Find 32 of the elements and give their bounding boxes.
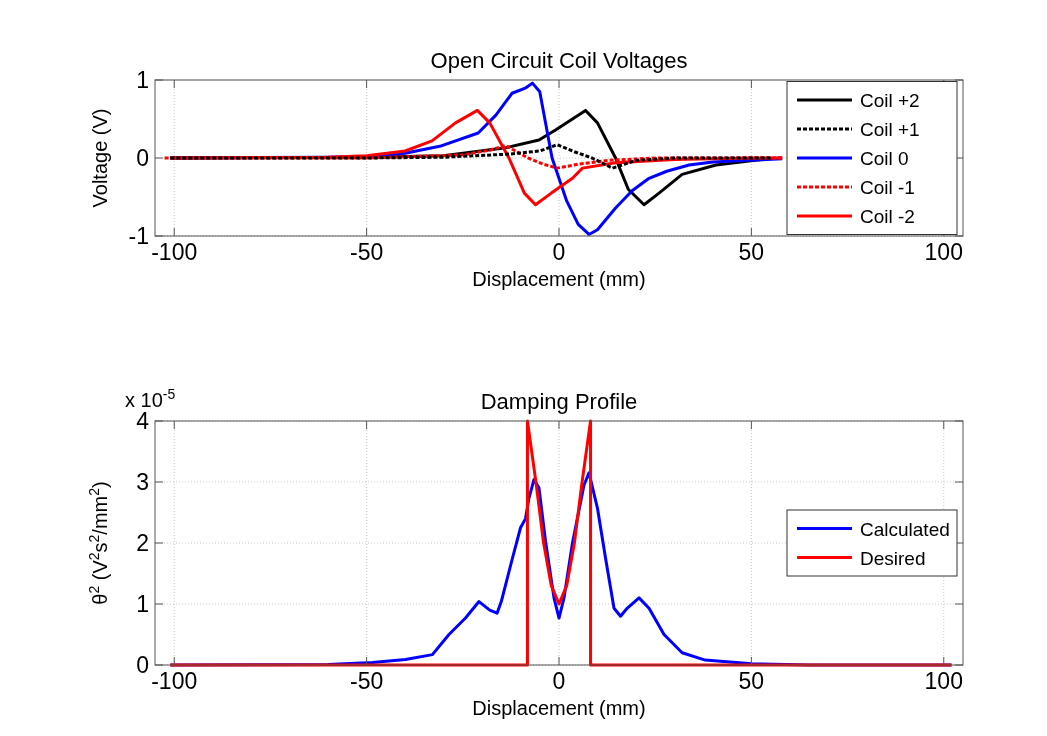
y-tick-label: -1 — [128, 223, 149, 249]
legend-label: Coil -1 — [860, 177, 915, 198]
x-axis-title: Displacement (mm) — [472, 697, 646, 719]
legend-label: Coil +1 — [860, 119, 920, 140]
y-tick-label: 2 — [136, 530, 149, 556]
y-tick-label: 4 — [136, 408, 150, 434]
chart-title: Open Circuit Coil Voltages — [430, 48, 688, 73]
legend-label: Coil 0 — [860, 148, 909, 169]
y-tick-label: 0 — [136, 145, 149, 171]
line-series — [168, 419, 953, 667]
x-tick-label: -50 — [349, 239, 384, 265]
y-tick-label: 1 — [136, 67, 149, 93]
legend-label: Calculated — [860, 518, 950, 540]
chart-title: Damping Profile — [480, 389, 638, 414]
y-tick-label: 1 — [136, 591, 149, 617]
x-tick-label: -100 — [151, 668, 198, 694]
x-axis-title: Displacement (mm) — [472, 268, 646, 290]
x-tick-label: 50 — [738, 668, 765, 694]
legend-label: Coil +2 — [860, 90, 920, 111]
legend-label: Coil -2 — [860, 206, 915, 227]
x-tick-label: 100 — [924, 668, 963, 694]
x-tick-label: -100 — [151, 239, 198, 265]
x-tick-label: 0 — [552, 668, 566, 694]
text: x 10$^{-5}$ — [125, 386, 176, 411]
x-tick-label: 0 — [552, 239, 566, 265]
legend-label: Desired — [860, 547, 926, 569]
x-tick-label: 50 — [738, 239, 765, 265]
y-tick-label: 0 — [136, 652, 149, 678]
y-tick-label: 3 — [136, 469, 149, 495]
x-tick-label: -50 — [349, 668, 384, 694]
y-axis-title: Voltage (V) — [89, 108, 111, 208]
x-tick-label: 100 — [924, 239, 963, 265]
